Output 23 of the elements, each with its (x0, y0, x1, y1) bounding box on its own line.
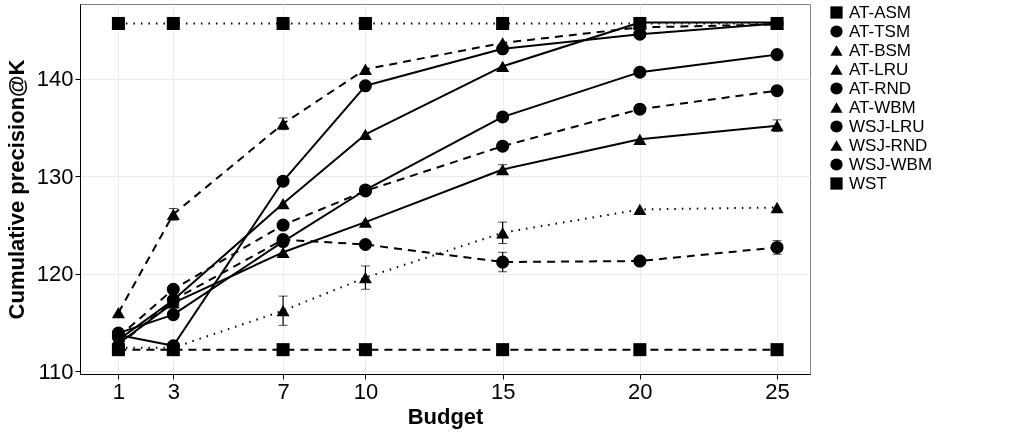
x-tick-label: 7 (277, 378, 290, 404)
x-tick-label: 25 (765, 378, 790, 404)
y-tick-label: 140 (36, 66, 74, 92)
legend-label: WSJ-WBM (849, 154, 933, 174)
legend-label: AT-BSM (849, 40, 912, 60)
y-tick-label: 110 (38, 358, 74, 384)
legend-label: AT-TSM (849, 21, 911, 41)
x-tick-label: 20 (628, 378, 653, 404)
x-tick-label: 1 (112, 378, 126, 404)
legend-label: AT-RND (849, 78, 912, 98)
legend-label: WSJ-RND (849, 135, 928, 155)
x-axis-title: Budget (407, 403, 485, 429)
x-tick-label: 3 (167, 378, 180, 404)
y-axis-title: Cumulative precision@K (3, 59, 29, 320)
legend-label: WST (849, 173, 887, 193)
legend-label: AT-LRU (849, 59, 909, 79)
legend-label: AT-ASM (849, 2, 912, 22)
x-tick-label: 15 (490, 378, 516, 404)
legend-label: WSJ-LRU (849, 116, 925, 136)
y-tick-label: 130 (36, 163, 74, 189)
legend-label: AT-WBM (849, 97, 916, 117)
x-tick-label: 10 (353, 378, 379, 404)
y-tick-label: 120 (36, 261, 74, 287)
